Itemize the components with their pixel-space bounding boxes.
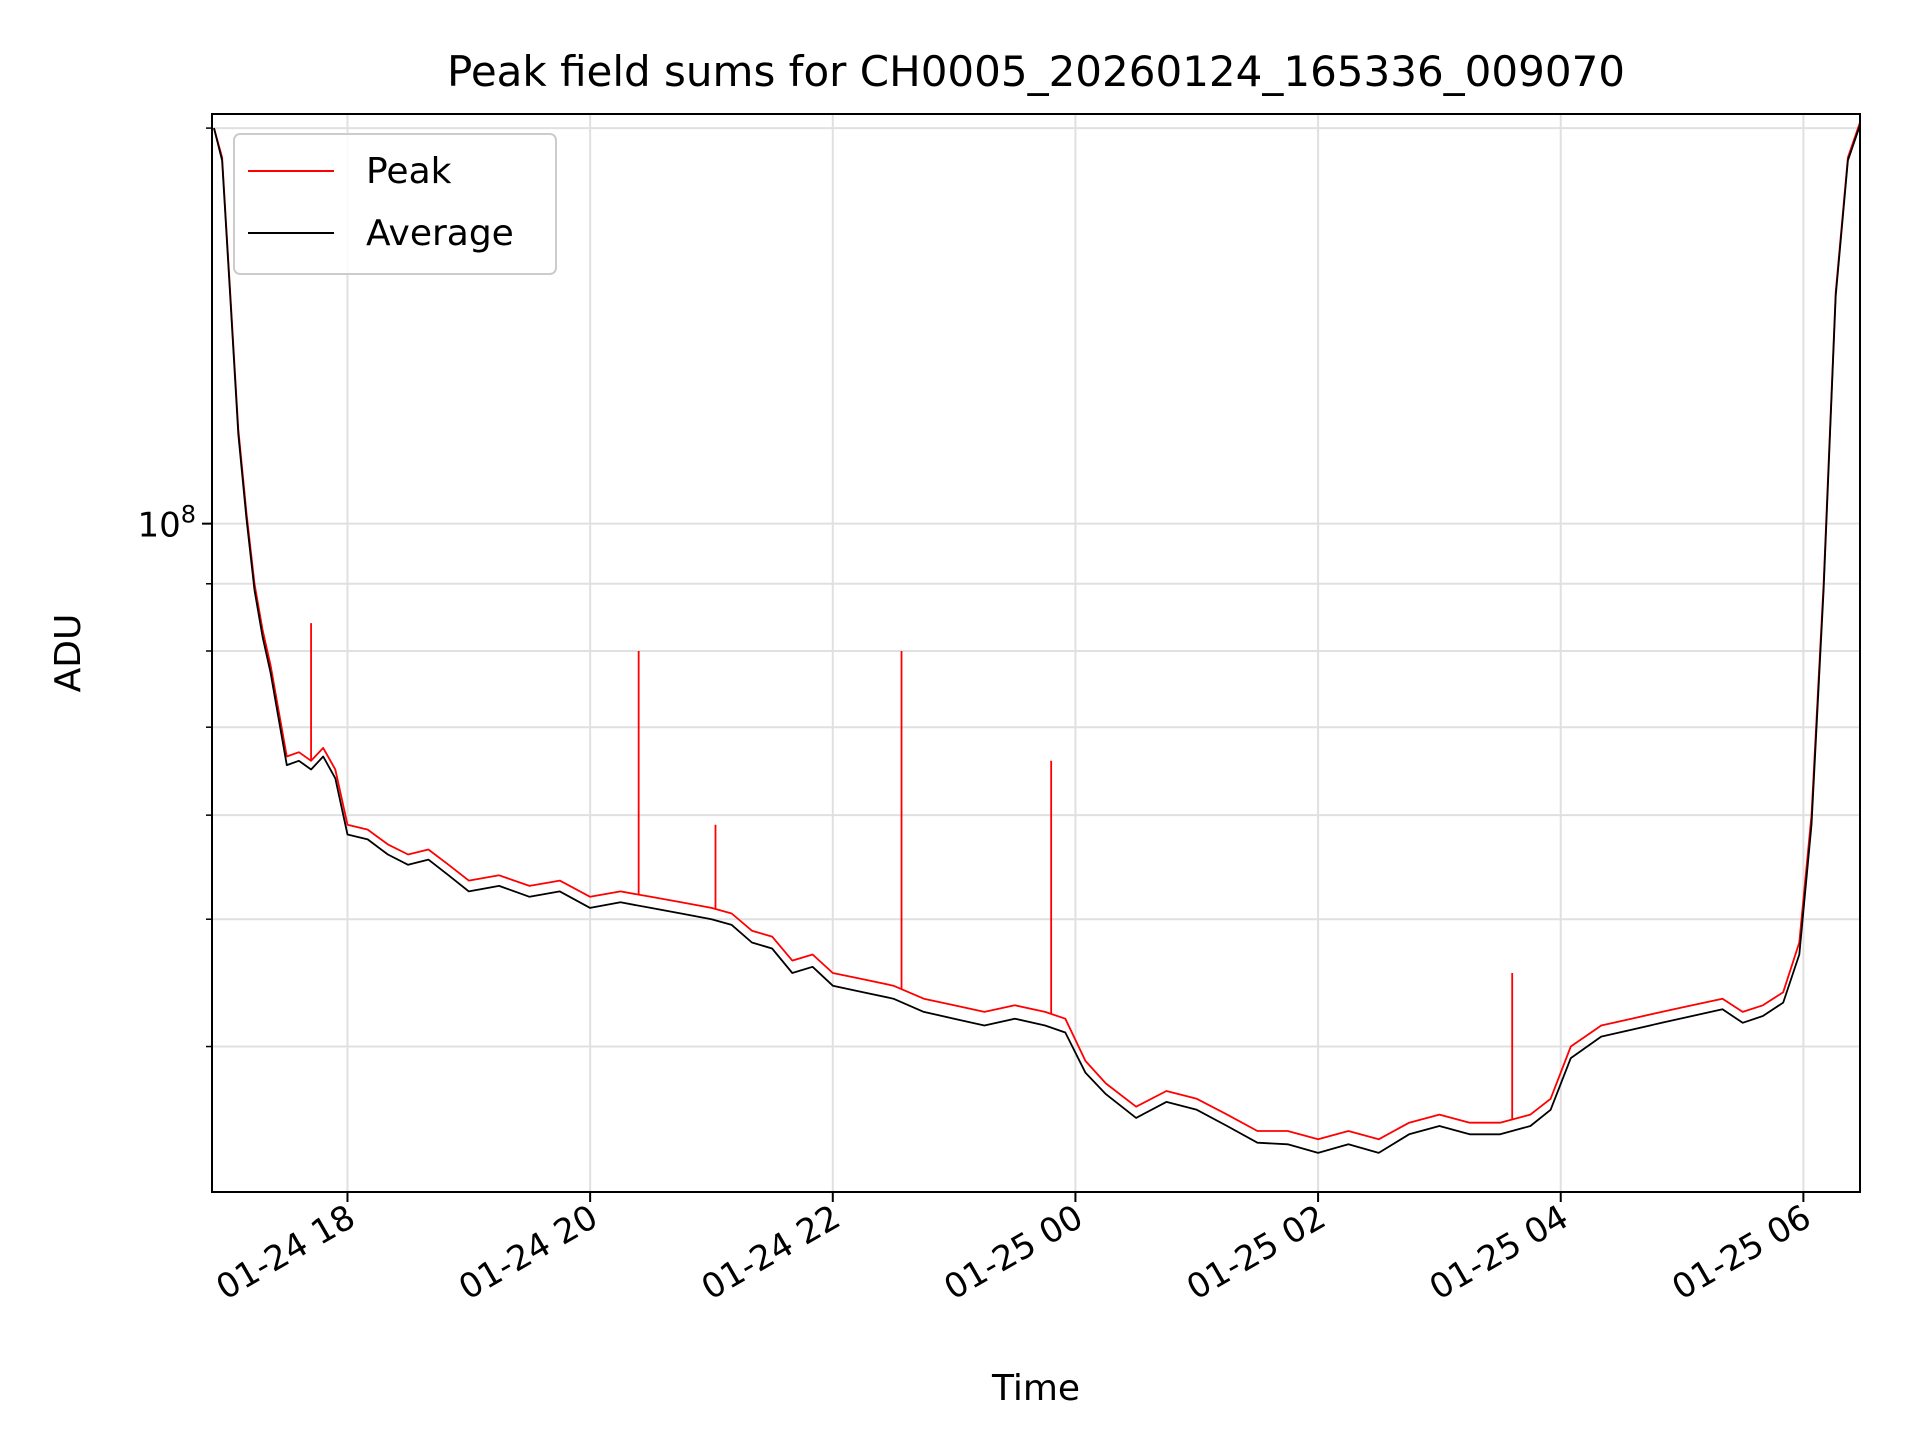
- y-axis-label: ADU: [48, 614, 89, 693]
- legend-peak-label: Peak: [366, 151, 452, 192]
- legend-box: [233, 133, 557, 275]
- plot-series: [213, 122, 1861, 1154]
- series-average-line: [213, 124, 1861, 1154]
- grid: [212, 114, 1860, 1192]
- y-tick-label: 108: [137, 501, 196, 546]
- legend-average-label: Average: [366, 213, 514, 254]
- legend: Peak Average: [233, 133, 557, 275]
- plot-frame: [211, 113, 1861, 1193]
- chart-title: Peak field sums for CH0005_20260124_1653…: [447, 47, 1625, 96]
- x-axis-label: Time: [991, 1368, 1080, 1409]
- series-peak-line: [213, 122, 1861, 1141]
